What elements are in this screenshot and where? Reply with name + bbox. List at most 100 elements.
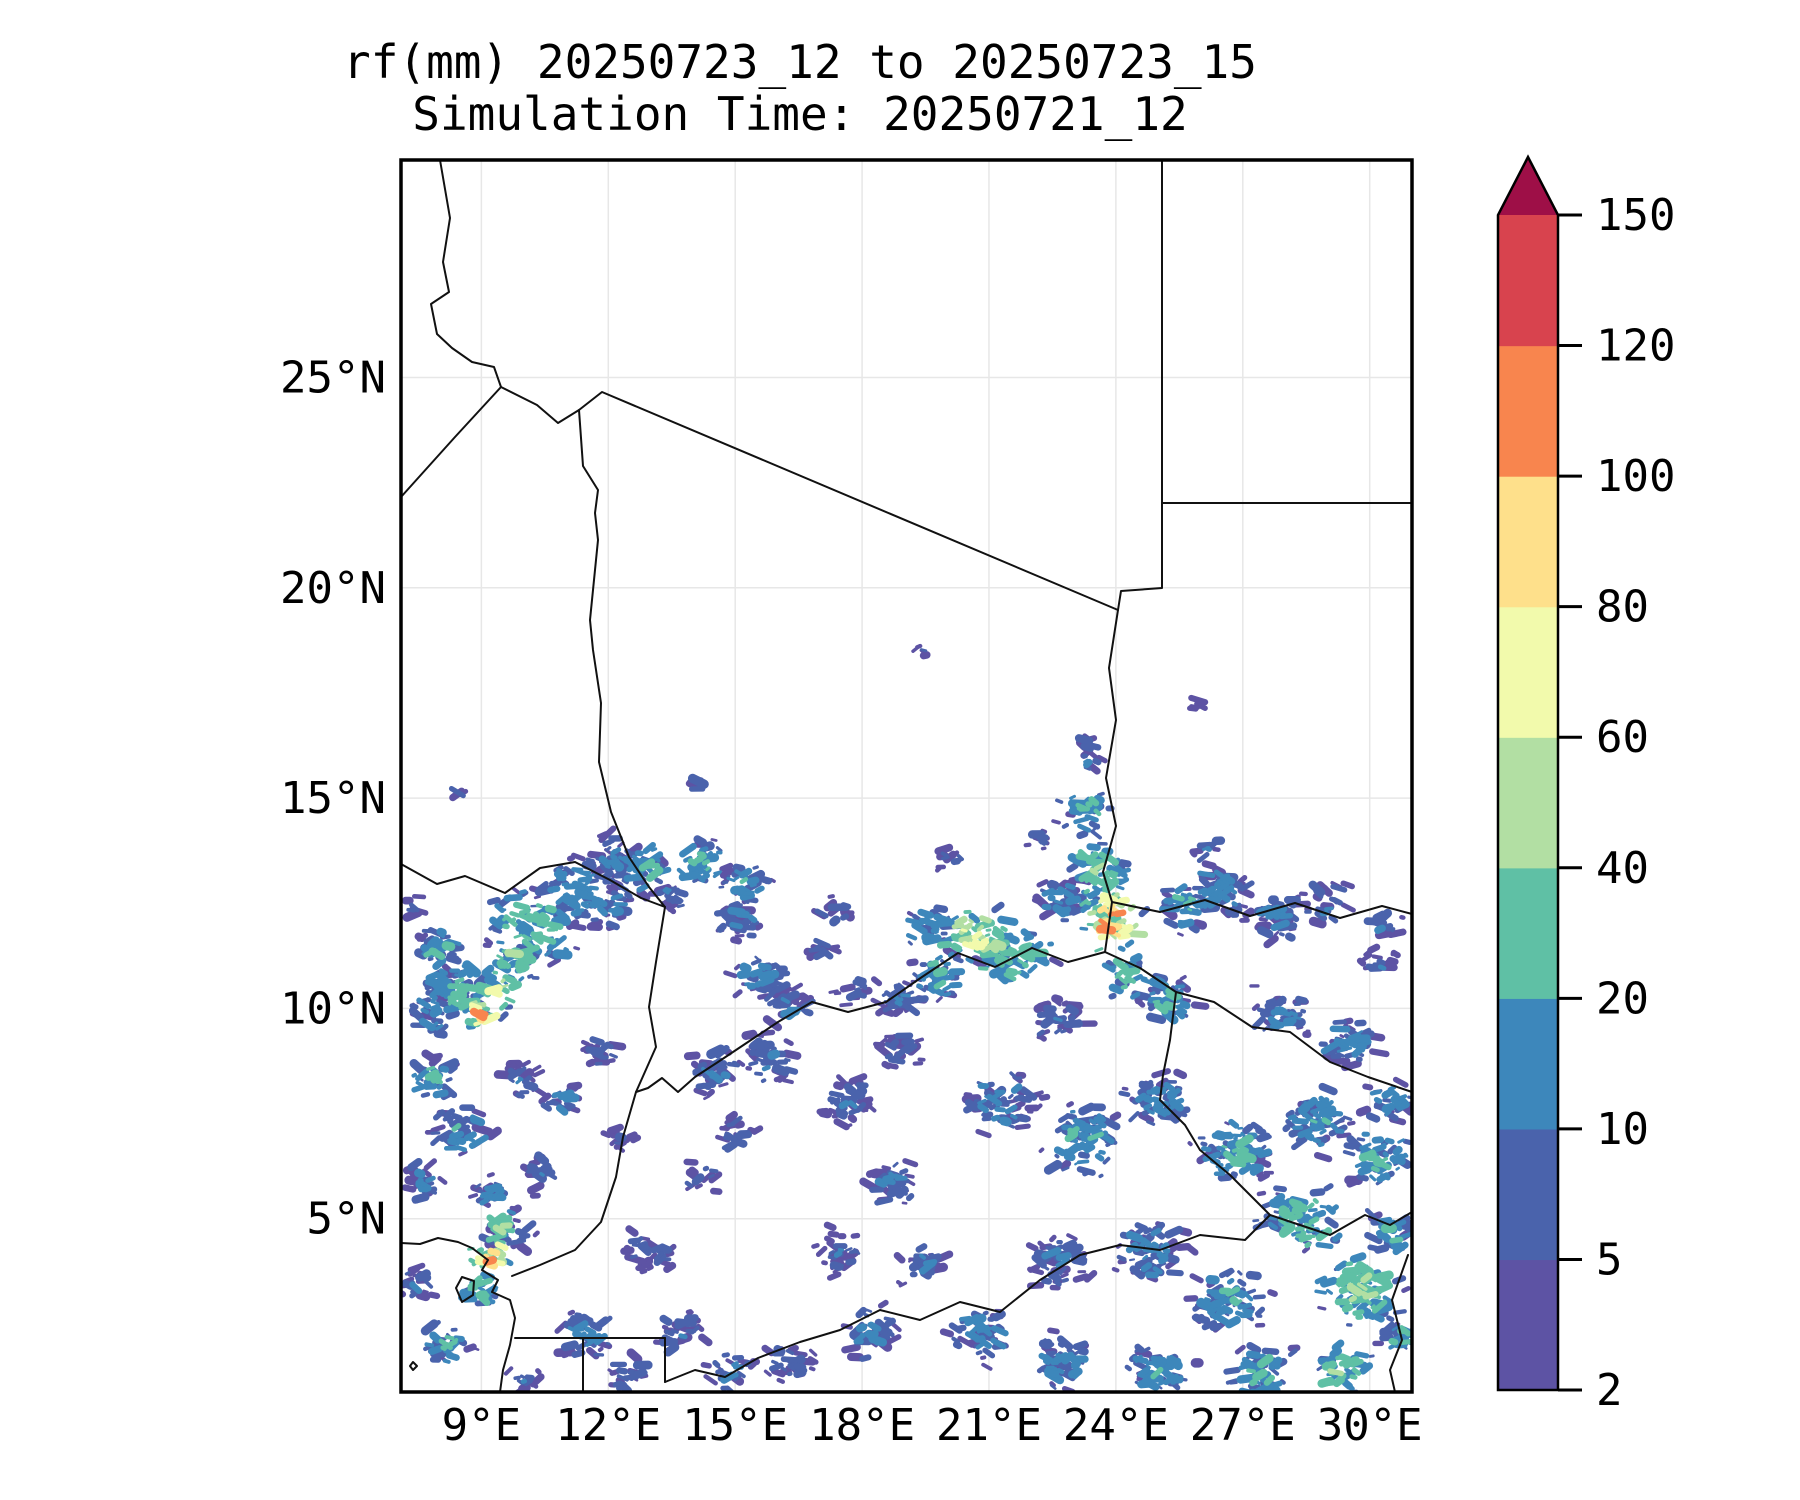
rain-cell [557, 1089, 575, 1100]
rain-cell [1319, 1129, 1327, 1135]
rain-cell [746, 932, 757, 939]
rain-cell [708, 1171, 723, 1184]
rain-cell [1220, 1304, 1234, 1315]
rain-cell [1315, 1227, 1333, 1242]
rain-cell [1129, 1258, 1136, 1262]
rain-cell [837, 1233, 847, 1240]
rain-cell [1194, 701, 1208, 711]
rain-cell [450, 1327, 458, 1332]
rain-cell [1241, 1356, 1258, 1369]
rain-cell [927, 959, 939, 968]
rain-cell [510, 1386, 528, 1392]
rain-cell [1284, 932, 1296, 942]
rain-cell [912, 1061, 924, 1066]
rain-cell [1244, 1292, 1254, 1302]
rain-cell [964, 937, 972, 941]
rain-cell [1063, 1148, 1073, 1157]
rain-cell [691, 1173, 705, 1186]
rain-cell [1098, 1149, 1106, 1155]
rain-cell [1159, 1367, 1175, 1380]
rain-cell [773, 1074, 787, 1083]
rain-cell [1196, 1297, 1218, 1314]
rain-cell [1047, 1327, 1060, 1335]
rain-cell [1116, 1254, 1127, 1262]
rain-cell [1142, 1346, 1151, 1353]
rain-cell [829, 915, 841, 927]
rain-cell [1065, 1004, 1080, 1016]
rain-cell [1372, 1157, 1385, 1168]
rain-cell [605, 1341, 611, 1346]
rain-cell [1361, 953, 1373, 962]
rain-cell [480, 1011, 501, 1026]
rain-cell [1243, 891, 1253, 896]
rain-cell [1376, 958, 1386, 967]
rain-cell [1072, 1340, 1089, 1351]
rain-cell [981, 1116, 992, 1122]
y-axis-tick-labels: 5°N 10°N 15°N 20°N 25°N [280, 352, 386, 1244]
rain-cell [1355, 1314, 1364, 1320]
rain-cell [1007, 1093, 1014, 1100]
rain-cell [1376, 1172, 1390, 1183]
rain-cell [1212, 846, 1221, 852]
rain-cell [845, 989, 863, 1002]
rain-cell [1360, 1027, 1372, 1036]
rain-cell [739, 962, 752, 974]
rain-cell [1088, 820, 1101, 830]
rain-cell [1091, 1124, 1100, 1132]
rain-cell [1287, 1348, 1298, 1357]
rain-cell [1301, 1130, 1315, 1140]
rain-cell [1252, 1375, 1259, 1380]
colorbar-tick-label: 80 [1596, 582, 1649, 633]
rain-cell [432, 951, 439, 956]
rain-cell [1151, 1068, 1172, 1079]
rain-cell [760, 1060, 774, 1066]
rain-cell [469, 1007, 488, 1022]
rain-cell [1129, 1265, 1146, 1280]
rain-cell [1378, 931, 1388, 938]
rain-cell [436, 1083, 444, 1090]
rain-cell [767, 997, 780, 1007]
rain-cell [697, 1061, 708, 1070]
rain-cell [441, 1083, 458, 1099]
rain-cell [429, 1006, 443, 1018]
rain-cell [1190, 1001, 1210, 1010]
rain-cell [1070, 1359, 1082, 1370]
rain-cell [518, 1244, 524, 1250]
rain-cell [1088, 1118, 1097, 1125]
rain-cell [456, 1145, 468, 1152]
rain-cell [423, 1082, 438, 1090]
rain-cell [1051, 994, 1064, 1004]
rain-cell [483, 937, 494, 946]
country-border [511, 906, 666, 1277]
rain-cell [1302, 1030, 1312, 1038]
rain-cell [1370, 1304, 1376, 1310]
rain-cell [1079, 898, 1089, 907]
rain-cell [693, 1087, 708, 1097]
rain-cell [808, 1366, 816, 1372]
rain-cell [1025, 1242, 1039, 1252]
rain-cell [934, 843, 954, 856]
x-tick-label: 27°E [1190, 1400, 1296, 1451]
rain-cell [547, 885, 561, 894]
rain-cell [512, 1218, 521, 1224]
rain-cell [1309, 1188, 1326, 1197]
rain-cell [782, 1049, 802, 1060]
rain-cell [436, 972, 453, 988]
rain-cell [836, 1263, 845, 1268]
rain-cell [1313, 888, 1324, 899]
rain-cell [515, 919, 526, 929]
rain-cell [1390, 1089, 1400, 1099]
rain-cell [624, 891, 633, 900]
rain-cell [1067, 1127, 1079, 1136]
rain-cell [759, 875, 773, 885]
rain-cell [1319, 1204, 1327, 1209]
rain-cell [1086, 851, 1099, 863]
rain-cell [1081, 1122, 1098, 1135]
rain-cell [1003, 972, 1017, 982]
colorbar: 2 5 10 20 40 60 80 100 120 150 [1496, 154, 1675, 1416]
rain-cell [965, 956, 974, 964]
rain-cell [689, 786, 706, 792]
rain-cell [899, 1168, 909, 1175]
rain-cell [906, 1004, 921, 1017]
rain-cell [1031, 897, 1045, 906]
